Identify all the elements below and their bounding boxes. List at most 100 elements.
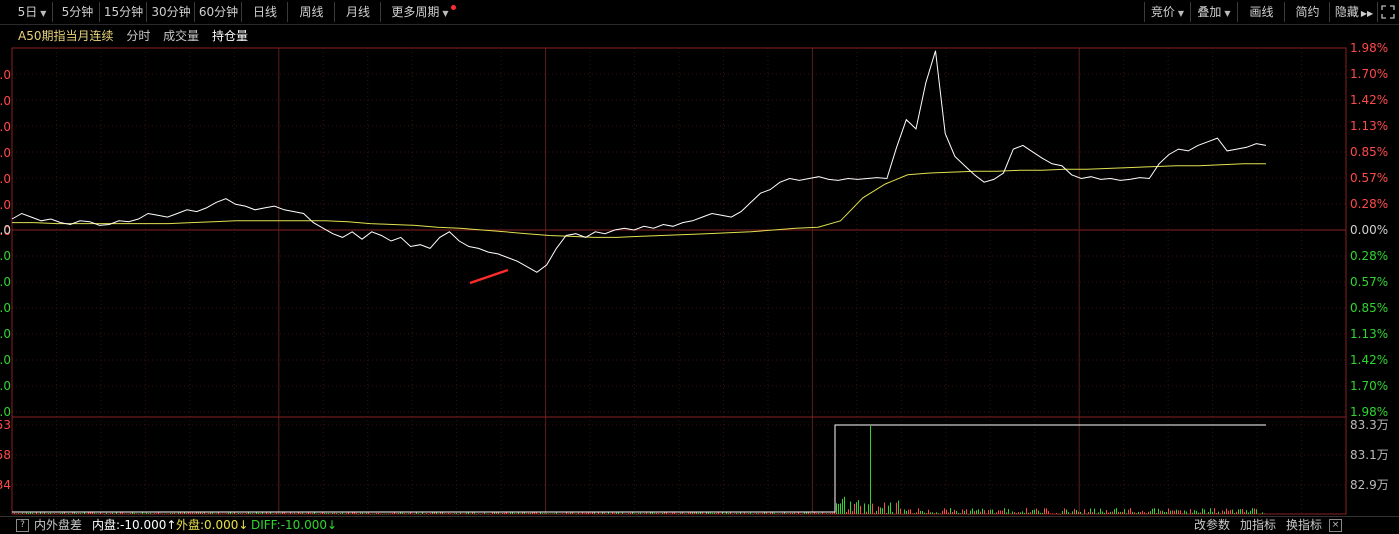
tab-60min[interactable]: 60分钟 bbox=[196, 2, 242, 22]
volume-bar bbox=[622, 512, 623, 514]
volume-bar bbox=[114, 513, 115, 515]
volume-bar bbox=[840, 503, 841, 514]
left-axis-label: .0 bbox=[0, 94, 11, 108]
volume-bar bbox=[582, 512, 583, 514]
volume-bar bbox=[876, 510, 877, 514]
switch-indicator-button[interactable]: 换指标 bbox=[1286, 518, 1323, 532]
volume-bar bbox=[1094, 508, 1095, 514]
left-axis-label: 0.0 bbox=[0, 223, 11, 237]
volume-bar bbox=[444, 513, 445, 514]
volume-bar bbox=[742, 513, 743, 515]
tab-15min[interactable]: 15分钟 bbox=[101, 2, 147, 22]
oi-axis-label: 83.1万 bbox=[1350, 448, 1389, 462]
volume-bar bbox=[250, 513, 251, 514]
volume-bar bbox=[856, 502, 857, 514]
volume-bar bbox=[166, 513, 167, 515]
right-axis-label: 0.85% bbox=[1350, 145, 1388, 159]
volume-bar bbox=[32, 512, 33, 514]
volume-bar bbox=[482, 513, 483, 515]
volume-bar bbox=[318, 513, 319, 515]
overlay-dropdown[interactable]: 叠加 ▼ bbox=[1191, 2, 1238, 22]
add-indicator-button[interactable]: 加指标 bbox=[1240, 518, 1277, 532]
volume-bar bbox=[836, 503, 837, 514]
volume-bar bbox=[1010, 513, 1011, 515]
tab-day[interactable]: 日线 bbox=[243, 2, 288, 22]
chevron-down-icon: ▼ bbox=[40, 9, 47, 18]
bid-label: 竞价 bbox=[1150, 5, 1175, 19]
volume-bar bbox=[1014, 512, 1015, 514]
more-periods-dropdown[interactable]: 更多周期 ▼ bbox=[382, 2, 458, 22]
volume-bar bbox=[116, 512, 117, 514]
volume-bar bbox=[1128, 509, 1129, 514]
volume-bar bbox=[658, 513, 659, 514]
tab-30min[interactable]: 30分钟 bbox=[148, 2, 195, 22]
volume-bar bbox=[814, 512, 815, 514]
volume-bar bbox=[396, 513, 397, 514]
volume-bar bbox=[786, 513, 787, 514]
volume-bar bbox=[404, 513, 405, 514]
volume-bar bbox=[494, 512, 495, 514]
volume-bar bbox=[1172, 510, 1173, 514]
tab-week[interactable]: 周线 bbox=[289, 2, 335, 22]
tab-intraday[interactable]: 分时 bbox=[126, 29, 151, 43]
volume-bar bbox=[1202, 508, 1203, 514]
volume-bar bbox=[232, 513, 233, 514]
left-oi-label: 34 bbox=[0, 478, 11, 492]
volume-bar bbox=[934, 513, 935, 514]
volume-bar bbox=[1044, 508, 1045, 514]
volume-bar bbox=[1040, 512, 1041, 514]
chart-header: A50期指当月连续 分时 成交量 持仓量 bbox=[18, 27, 257, 45]
volume-bar bbox=[1136, 513, 1137, 514]
tab-open-interest[interactable]: 持仓量 bbox=[212, 29, 249, 43]
volume-bar bbox=[972, 508, 973, 514]
modify-params-button[interactable]: 改参数 bbox=[1194, 518, 1231, 532]
intraday-chart[interactable]: 1.98% 1.70% 1.42% 1.13% 0.85% 0.57% 0.28% 0.00%… bbox=[0, 0, 1399, 516]
tab-5min[interactable]: 5分钟 bbox=[56, 2, 100, 22]
volume-bar bbox=[676, 513, 677, 515]
draw-line-button[interactable]: 画线 bbox=[1239, 2, 1285, 22]
volume-bar bbox=[270, 512, 271, 514]
volume-bar bbox=[52, 513, 53, 515]
volume-bar bbox=[588, 512, 589, 514]
volume-bar bbox=[322, 512, 323, 514]
volume-bar bbox=[1098, 512, 1099, 514]
volume-bar bbox=[546, 513, 547, 514]
volume-bar bbox=[958, 512, 959, 514]
volume-bar bbox=[390, 513, 391, 514]
volume-bar bbox=[886, 513, 887, 514]
simple-mode-button[interactable]: 简约 bbox=[1286, 2, 1330, 22]
volume-bar bbox=[1240, 509, 1241, 514]
volume-bar bbox=[1214, 508, 1215, 514]
volume-bar bbox=[312, 513, 313, 514]
volume-bar bbox=[890, 502, 891, 514]
close-icon[interactable]: × bbox=[1329, 519, 1342, 532]
volume-bar bbox=[668, 513, 669, 515]
hide-button[interactable]: 隐藏 ▶▶ bbox=[1331, 2, 1378, 22]
volume-bar bbox=[1142, 510, 1143, 514]
volume-bar bbox=[198, 512, 199, 514]
bid-dropdown[interactable]: 竞价 ▼ bbox=[1144, 2, 1191, 22]
help-icon[interactable]: ? bbox=[16, 519, 29, 532]
volume-bar bbox=[1002, 510, 1003, 514]
volume-bar bbox=[332, 512, 333, 514]
volume-bar bbox=[768, 513, 769, 515]
volume-bar bbox=[612, 512, 613, 514]
fullscreen-icon[interactable] bbox=[1379, 2, 1397, 22]
tab-volume[interactable]: 成交量 bbox=[163, 29, 200, 43]
volume-bar bbox=[1196, 510, 1197, 514]
volume-bar bbox=[70, 513, 71, 515]
volume-bar bbox=[714, 513, 715, 514]
volume-bar bbox=[438, 513, 439, 514]
volume-bar bbox=[1104, 512, 1105, 514]
tab-month[interactable]: 月线 bbox=[336, 2, 381, 22]
volume-bar bbox=[72, 512, 73, 514]
volume-bar bbox=[986, 513, 987, 514]
volume-bar bbox=[382, 513, 383, 515]
period-dropdown[interactable]: 5日 ▼ bbox=[12, 2, 53, 22]
volume-bar bbox=[1052, 513, 1053, 514]
volume-bar bbox=[962, 509, 963, 514]
volume-bar bbox=[90, 512, 91, 514]
volume-bar bbox=[638, 513, 639, 514]
volume-bar bbox=[362, 512, 363, 514]
volume-bar bbox=[360, 512, 361, 514]
